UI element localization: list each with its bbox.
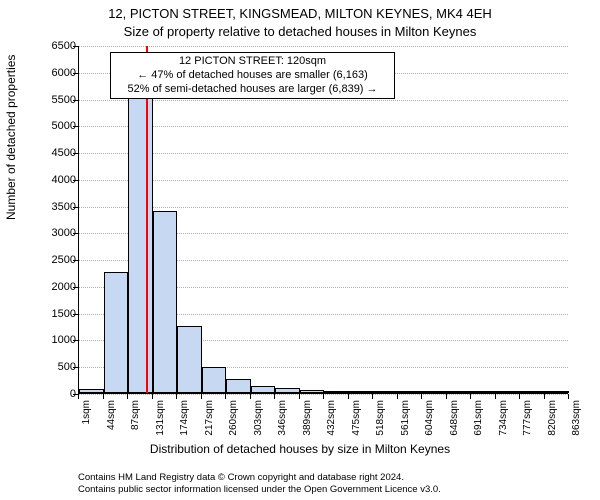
histogram-bar — [300, 390, 325, 393]
gridline — [79, 46, 568, 47]
xtick-mark — [78, 394, 79, 399]
xtick-mark — [519, 394, 520, 399]
xtick-label: 303sqm — [253, 400, 264, 436]
xtick-label: 863sqm — [571, 400, 582, 436]
ytick-label: 6000 — [16, 67, 76, 79]
annotation-line2: ← 47% of detached houses are smaller (6,… — [117, 69, 388, 83]
xtick-label: 734sqm — [498, 400, 509, 436]
chart-title-main: 12, PICTON STREET, KINGSMEAD, MILTON KEY… — [0, 6, 600, 21]
ytick-label: 500 — [16, 361, 76, 373]
histogram-bar — [177, 326, 202, 393]
ytick-label: 4500 — [16, 147, 76, 159]
histogram-bar — [324, 391, 349, 393]
xtick-label: 131sqm — [155, 400, 166, 436]
xtick-label: 691sqm — [473, 400, 484, 436]
xtick-label: 648sqm — [449, 400, 460, 436]
xtick-mark — [323, 394, 324, 399]
xtick-mark — [225, 394, 226, 399]
xtick-label: 475sqm — [351, 400, 362, 436]
ytick-label: 3000 — [16, 227, 76, 239]
ytick-label: 2000 — [16, 281, 76, 293]
xtick-label: 432sqm — [326, 400, 337, 436]
histogram-chart: 12, PICTON STREET, KINGSMEAD, MILTON KEY… — [0, 0, 600, 500]
xtick-mark — [470, 394, 471, 399]
xtick-label: 820sqm — [547, 400, 558, 436]
footer-line1: Contains HM Land Registry data © Crown c… — [78, 472, 441, 484]
histogram-bar — [373, 391, 398, 393]
chart-title-sub: Size of property relative to detached ho… — [0, 24, 600, 39]
xtick-label: 174sqm — [179, 400, 190, 436]
histogram-bar — [202, 367, 227, 393]
ytick-label: 5000 — [16, 120, 76, 132]
histogram-bar — [226, 379, 251, 393]
xtick-mark — [176, 394, 177, 399]
annotation-line1: 12 PICTON STREET: 120sqm — [117, 55, 388, 69]
xtick-mark — [568, 394, 569, 399]
xtick-mark — [127, 394, 128, 399]
footer-attribution: Contains HM Land Registry data © Crown c… — [78, 472, 441, 496]
histogram-bar — [79, 389, 104, 393]
histogram-bar — [520, 391, 545, 393]
annotation-line3: 52% of semi-detached houses are larger (… — [117, 83, 388, 97]
xtick-label: 561sqm — [400, 400, 411, 436]
histogram-bar — [471, 391, 496, 393]
ytick-label: 5500 — [16, 94, 76, 106]
xtick-label: 518sqm — [375, 400, 386, 436]
xtick-label: 44sqm — [106, 400, 117, 430]
xtick-mark — [544, 394, 545, 399]
histogram-bar — [496, 391, 521, 393]
xtick-mark — [397, 394, 398, 399]
histogram-bar — [153, 211, 178, 393]
xtick-mark — [274, 394, 275, 399]
ytick-label: 0 — [16, 388, 76, 400]
xtick-label: 260sqm — [228, 400, 239, 436]
ytick-label: 3500 — [16, 201, 76, 213]
xtick-mark — [421, 394, 422, 399]
xtick-label: 346sqm — [277, 400, 288, 436]
histogram-bar — [104, 272, 129, 393]
xtick-label: 777sqm — [522, 400, 533, 436]
xtick-mark — [250, 394, 251, 399]
ytick-label: 4000 — [16, 174, 76, 186]
histogram-bar — [398, 391, 423, 393]
xtick-label: 604sqm — [424, 400, 435, 436]
histogram-bar — [251, 386, 276, 393]
xtick-label: 217sqm — [204, 400, 215, 436]
ytick-label: 1000 — [16, 334, 76, 346]
xtick-mark — [372, 394, 373, 399]
xtick-mark — [299, 394, 300, 399]
ytick-label: 6500 — [16, 40, 76, 52]
histogram-bar — [275, 388, 300, 393]
xtick-label: 389sqm — [302, 400, 313, 436]
xtick-mark — [103, 394, 104, 399]
histogram-bar — [128, 85, 153, 393]
xtick-mark — [495, 394, 496, 399]
xtick-mark — [152, 394, 153, 399]
xtick-mark — [348, 394, 349, 399]
ytick-label: 2500 — [16, 254, 76, 266]
histogram-bar — [545, 391, 570, 393]
histogram-bar — [422, 391, 447, 393]
annotation-box: 12 PICTON STREET: 120sqm ← 47% of detach… — [110, 52, 395, 99]
xtick-mark — [201, 394, 202, 399]
histogram-bar — [349, 391, 374, 393]
histogram-bar — [447, 391, 472, 393]
ytick-label: 1500 — [16, 308, 76, 320]
footer-line2: Contains public sector information licen… — [78, 484, 441, 496]
xtick-label: 1sqm — [81, 400, 92, 424]
x-axis-label: Distribution of detached houses by size … — [0, 442, 600, 456]
y-axis-ticks: 0500100015002000250030003500400045005000… — [0, 46, 78, 394]
xtick-mark — [446, 394, 447, 399]
xtick-label: 87sqm — [130, 400, 141, 430]
